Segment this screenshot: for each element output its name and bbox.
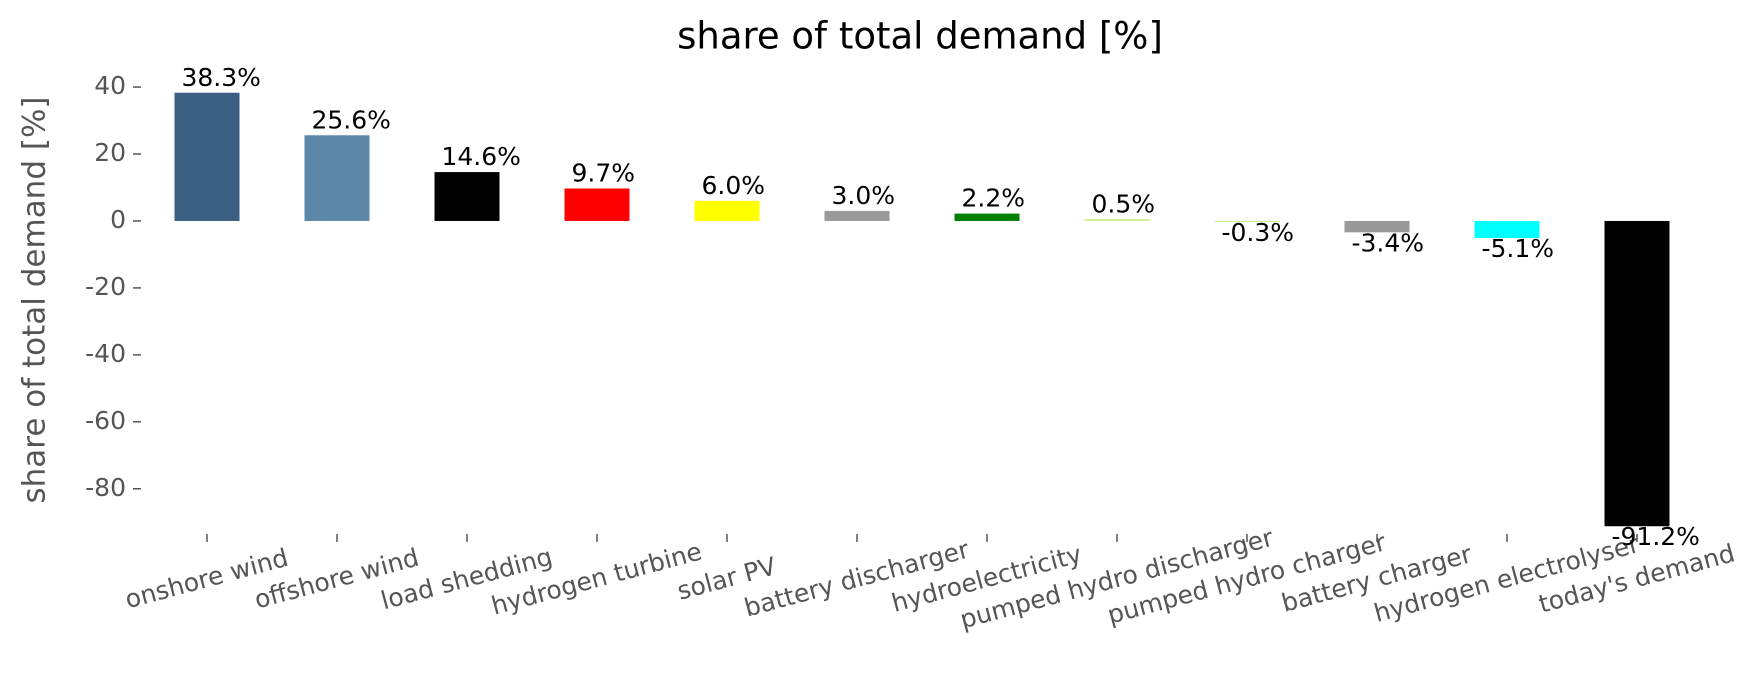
chart-title: share of total demand [%] [677, 15, 1163, 58]
bar [304, 135, 370, 221]
value-label: -0.3% [1222, 218, 1295, 247]
y-tick-label: 20 [94, 138, 126, 167]
value-label: 14.6% [442, 142, 521, 171]
value-label: 38.3% [182, 63, 261, 92]
y-tick-label: -80 [85, 473, 126, 502]
bar [564, 188, 630, 221]
y-tick-label: -40 [85, 339, 126, 368]
value-label: 3.0% [832, 181, 896, 210]
bar [1604, 220, 1670, 527]
bar [1344, 220, 1410, 233]
y-tick-label: 0 [110, 205, 126, 234]
y-tick-label: -20 [85, 272, 126, 301]
value-label: 2.2% [962, 184, 1026, 213]
y-tick-label: 40 [94, 71, 126, 100]
value-label: 0.5% [1092, 189, 1156, 218]
bar [1214, 220, 1280, 222]
value-label: -3.4% [1352, 228, 1425, 257]
bar [1474, 220, 1540, 239]
bar [174, 92, 240, 221]
value-label: 25.6% [312, 105, 391, 134]
bar [694, 200, 760, 221]
y-tick-label: -60 [85, 406, 126, 435]
bar [1084, 219, 1150, 221]
bar [954, 213, 1020, 221]
y-axis-label: share of total demand [%] [17, 96, 53, 503]
value-label: 6.0% [702, 171, 766, 200]
bar [434, 172, 500, 221]
value-label: -91.2% [1612, 522, 1700, 551]
bar [824, 210, 890, 221]
value-label: 9.7% [572, 158, 636, 187]
value-label: -5.1% [1482, 234, 1555, 263]
